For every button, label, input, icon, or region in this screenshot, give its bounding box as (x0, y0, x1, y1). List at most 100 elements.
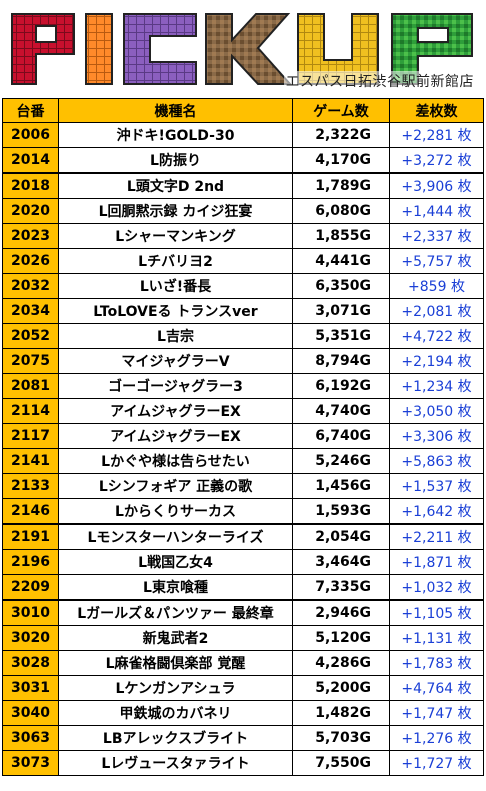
table-row: 2034 LToLOVEる トランスver 3,071G +2,081 枚 (2, 298, 484, 324)
machine-number-cell: 2114 (2, 398, 59, 424)
game-count-cell: 5,246G (292, 448, 390, 474)
table-row: 3028 L麻雀格闘倶楽部 覚醒 4,286G +1,783 枚 (2, 650, 484, 676)
game-count-cell: 5,120G (292, 625, 390, 651)
machine-name-cell: L吉宗 (58, 323, 293, 349)
diff-count-cell: +5,757 枚 (389, 248, 484, 274)
machine-name-cell: Lシャーマンキング (58, 223, 293, 249)
machine-name-cell: アイムジャグラーEX (58, 398, 293, 424)
machine-name-cell: L頭文字D 2nd (58, 172, 293, 199)
game-count-cell: 6,350G (292, 273, 390, 299)
machine-name-cell: L防振り (58, 147, 293, 174)
game-count-cell: 2,322G (292, 122, 390, 148)
table-row: 2020 L回胴黙示録 カイジ狂宴 6,080G +1,444 枚 (2, 198, 484, 224)
table-row: 2117 アイムジャグラーEX 6,740G +3,306 枚 (2, 423, 484, 449)
table-row: 2023 Lシャーマンキング 1,855G +2,337 枚 (2, 223, 484, 249)
diff-count-cell: +1,032 枚 (389, 574, 484, 601)
machine-name-cell: Lシンフォギア 正義の歌 (58, 473, 293, 499)
machine-number-cell: 3063 (2, 725, 59, 751)
machine-number-cell: 2014 (2, 147, 59, 174)
diff-count-cell: +4,722 枚 (389, 323, 484, 349)
machine-number-cell: 2020 (2, 198, 59, 224)
machine-number-cell: 2146 (2, 498, 59, 525)
table-row: 2032 Lいざ!番長 6,350G +859 枚 (2, 273, 484, 299)
table-row: 2075 マイジャグラーV 8,794G +2,194 枚 (2, 348, 484, 374)
pickup-logo (11, 13, 473, 85)
game-count-cell: 1,855G (292, 223, 390, 249)
machine-name-cell: ゴーゴージャグラー3 (58, 373, 293, 399)
machine-name-cell: 甲鉄城のカバネリ (58, 700, 293, 726)
machine-number-cell: 3028 (2, 650, 59, 676)
diff-count-cell: +1,783 枚 (389, 650, 484, 676)
pickup-table: 台番 機種名 ゲーム数 差枚数 2006 沖ドキ!GOLD-30 2,322G +2,… (2, 98, 484, 776)
diff-count-cell: +3,050 枚 (389, 398, 484, 424)
machine-name-cell: 新鬼武者2 (58, 625, 293, 651)
table-row: 2018 L頭文字D 2nd 1,789G +3,906 枚 (2, 172, 484, 199)
game-count-cell: 6,080G (292, 198, 390, 224)
game-count-cell: 4,170G (292, 147, 390, 174)
diff-count-cell: +5,863 枚 (389, 448, 484, 474)
store-name: エスパス日拓渋谷駅前新館店 (283, 71, 476, 91)
game-count-cell: 3,071G (292, 298, 390, 324)
machine-number-cell: 2081 (2, 373, 59, 399)
header-machine-number: 台番 (2, 98, 59, 123)
table-row: 2133 Lシンフォギア 正義の歌 1,456G +1,537 枚 (2, 473, 484, 499)
header-machine-name: 機種名 (58, 98, 293, 123)
diff-count-cell: +4,764 枚 (389, 675, 484, 701)
game-count-cell: 4,286G (292, 650, 390, 676)
table-row: 2146 Lからくりサーカス 1,593G +1,642 枚 (2, 498, 484, 525)
game-count-cell: 1,789G (292, 172, 390, 199)
machine-number-cell: 2133 (2, 473, 59, 499)
machine-number-cell: 2006 (2, 122, 59, 148)
machine-number-cell: 2034 (2, 298, 59, 324)
letter-p-2 (391, 13, 473, 85)
machine-number-cell: 2141 (2, 448, 59, 474)
diff-count-cell: +3,906 枚 (389, 172, 484, 199)
diff-count-cell: +2,337 枚 (389, 223, 484, 249)
game-count-cell: 6,192G (292, 373, 390, 399)
diff-count-cell: +2,081 枚 (389, 298, 484, 324)
machine-name-cell: Lケンガンアシュラ (58, 675, 293, 701)
diff-count-cell: +1,444 枚 (389, 198, 484, 224)
letter-p (11, 13, 75, 85)
machine-number-cell: 2191 (2, 523, 59, 550)
machine-number-cell: 2018 (2, 172, 59, 199)
table-row: 2081 ゴーゴージャグラー3 6,192G +1,234 枚 (2, 373, 484, 399)
diff-count-cell: +2,281 枚 (389, 122, 484, 148)
diff-count-cell: +2,194 枚 (389, 348, 484, 374)
table-row: 3020 新鬼武者2 5,120G +1,131 枚 (2, 625, 484, 651)
machine-number-cell: 3040 (2, 700, 59, 726)
machine-name-cell: L回胴黙示録 カイジ狂宴 (58, 198, 293, 224)
machine-name-cell: L麻雀格闘倶楽部 覚醒 (58, 650, 293, 676)
game-count-cell: 2,946G (292, 599, 390, 626)
table-row: 2191 Lモンスターハンターライズ 2,054G +2,211 枚 (2, 523, 484, 550)
header-diff-count: 差枚数 (389, 98, 484, 123)
machine-number-cell: 2196 (2, 549, 59, 575)
machine-name-cell: アイムジャグラーEX (58, 423, 293, 449)
diff-count-cell: +1,105 枚 (389, 599, 484, 626)
machine-name-cell: Lからくりサーカス (58, 498, 293, 525)
machine-name-cell: Lレヴュースタァライト (58, 750, 293, 776)
game-count-cell: 6,740G (292, 423, 390, 449)
diff-count-cell: +1,871 枚 (389, 549, 484, 575)
machine-number-cell: 2032 (2, 273, 59, 299)
machine-number-cell: 2209 (2, 574, 59, 601)
machine-number-cell: 3031 (2, 675, 59, 701)
game-count-cell: 8,794G (292, 348, 390, 374)
machine-name-cell: L東京喰種 (58, 574, 293, 601)
table-body: 2006 沖ドキ!GOLD-30 2,322G +2,281 枚 2014 L防振り 4,1… (2, 122, 484, 776)
machine-name-cell: LBアレックスブライト (58, 725, 293, 751)
game-count-cell: 4,740G (292, 398, 390, 424)
table-row: 2006 沖ドキ!GOLD-30 2,322G +2,281 枚 (2, 122, 484, 148)
diff-count-cell: +1,234 枚 (389, 373, 484, 399)
table-row: 2114 アイムジャグラーEX 4,740G +3,050 枚 (2, 398, 484, 424)
diff-count-cell: +1,276 枚 (389, 725, 484, 751)
game-count-cell: 4,441G (292, 248, 390, 274)
machine-number-cell: 2052 (2, 323, 59, 349)
game-count-cell: 7,335G (292, 574, 390, 601)
table-row: 2052 L吉宗 5,351G +4,722 枚 (2, 323, 484, 349)
diff-count-cell: +1,747 枚 (389, 700, 484, 726)
machine-number-cell: 2026 (2, 248, 59, 274)
machine-name-cell: L戦国乙女4 (58, 549, 293, 575)
machine-number-cell: 3020 (2, 625, 59, 651)
machine-name-cell: 沖ドキ!GOLD-30 (58, 122, 293, 148)
